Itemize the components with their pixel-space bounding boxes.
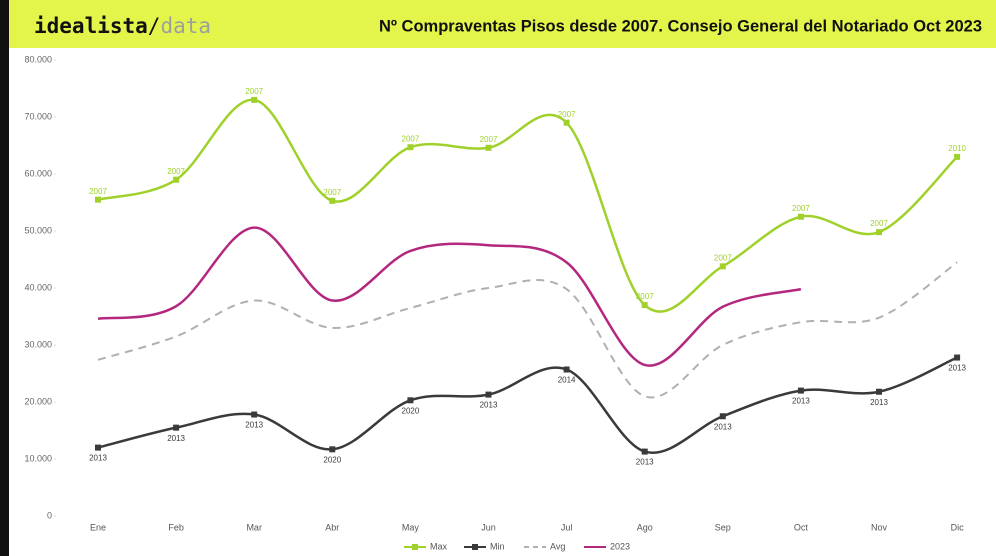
y-tick-label: 40.000 <box>24 282 52 292</box>
x-tick-label: Jul <box>561 522 573 532</box>
point-label: 2020 <box>323 455 341 464</box>
x-tick-label: Dic <box>951 522 964 532</box>
legend-label: Avg <box>550 541 565 551</box>
point-marker <box>173 176 180 183</box>
point-label: 2007 <box>636 292 654 301</box>
point-marker <box>797 213 804 220</box>
point-label: 2007 <box>245 87 263 96</box>
point-marker <box>876 229 882 236</box>
point-label: 2007 <box>480 135 498 144</box>
point-label: 2007 <box>714 253 732 262</box>
x-tick-label: Nov <box>871 522 888 532</box>
point-label: 2013 <box>636 458 654 467</box>
point-label: 2014 <box>558 376 576 385</box>
point-marker <box>563 119 570 126</box>
point-label: 2007 <box>870 219 888 228</box>
legend-label: 2023 <box>610 541 630 551</box>
y-tick-label: 20.000 <box>24 396 52 406</box>
point-label: 2013 <box>870 398 888 407</box>
point-label: 2007 <box>323 188 341 197</box>
point-marker <box>95 444 101 451</box>
point-label: 2013 <box>167 434 185 443</box>
logo-sub: data <box>160 14 211 38</box>
y-tick-label: 60.000 <box>24 168 52 178</box>
y-tick-label: 10.000 <box>24 453 52 463</box>
x-tick-label: Abr <box>325 522 339 532</box>
point-label: 2020 <box>402 406 420 415</box>
x-tick-label: Mar <box>246 522 262 532</box>
point-label: 2010 <box>948 144 966 153</box>
point-label: 2013 <box>89 454 107 463</box>
logo-brand: idealista <box>34 14 148 38</box>
point-label: 2007 <box>558 110 576 119</box>
point-marker <box>563 366 570 373</box>
y-tick-label: 80.000 <box>24 54 52 64</box>
y-tick-label: 0 <box>47 510 52 520</box>
point-marker <box>954 153 961 160</box>
point-marker <box>95 196 101 203</box>
legend-marker <box>412 544 418 550</box>
logo-sep: / <box>148 14 161 38</box>
x-tick-label: Feb <box>168 522 184 532</box>
point-marker <box>173 424 180 431</box>
point-marker <box>797 387 804 394</box>
point-marker <box>641 302 648 309</box>
chart-title: Nº Compraventas Pisos desde 2007. Consej… <box>379 17 982 35</box>
point-label: 2007 <box>89 187 107 196</box>
x-tick-label: Sep <box>715 522 731 532</box>
legend-marker <box>472 544 478 550</box>
point-label: 2013 <box>245 421 263 430</box>
point-marker <box>641 448 648 455</box>
point-marker <box>876 388 882 395</box>
point-label: 2013 <box>480 401 498 410</box>
point-label: 2013 <box>714 422 732 431</box>
point-marker <box>485 391 492 398</box>
point-marker <box>329 197 336 204</box>
series-line <box>97 226 802 367</box>
point-label: 2007 <box>167 167 185 176</box>
point-marker <box>251 96 258 103</box>
x-tick-label: Jun <box>481 522 496 532</box>
point-marker <box>719 413 726 420</box>
point-marker <box>485 144 492 151</box>
series-line <box>97 261 958 399</box>
point-marker <box>407 397 414 404</box>
point-marker <box>954 354 961 361</box>
logo: idealista/data <box>34 14 211 38</box>
point-label: 2007 <box>402 134 420 143</box>
point-label: 2013 <box>792 397 810 406</box>
point-label: 2007 <box>792 204 810 213</box>
point-marker <box>251 411 258 418</box>
x-tick-label: May <box>402 522 420 532</box>
x-tick-label: Ene <box>90 522 106 532</box>
point-marker <box>329 446 336 453</box>
point-label: 2013 <box>948 364 966 373</box>
x-tick-label: Oct <box>794 522 809 532</box>
point-marker <box>407 144 414 151</box>
series-line <box>97 356 958 455</box>
header-bar <box>0 0 996 48</box>
legend-label: Max <box>430 541 448 551</box>
x-tick-label: Ago <box>637 522 653 532</box>
point-marker <box>719 263 726 270</box>
y-tick-label: 70.000 <box>24 111 52 121</box>
legend-label: Min <box>490 541 505 551</box>
y-tick-label: 50.000 <box>24 225 52 235</box>
left-border <box>0 0 9 556</box>
y-tick-label: 30.000 <box>24 339 52 349</box>
